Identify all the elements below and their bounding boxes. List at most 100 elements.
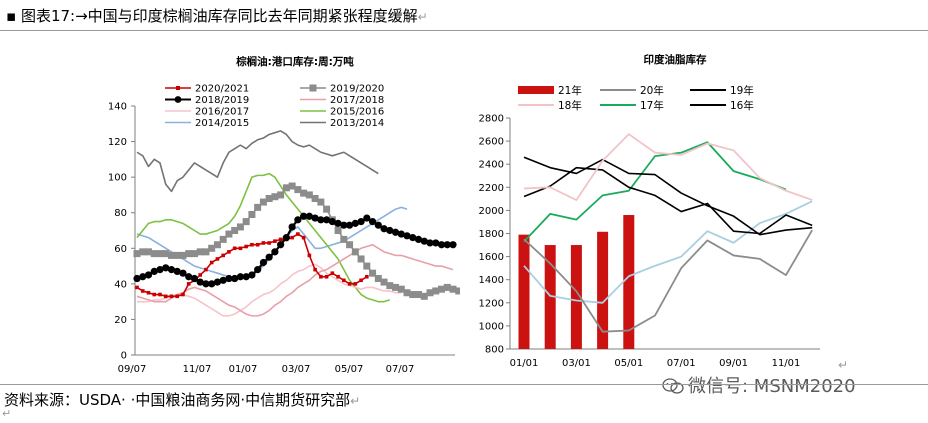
y-tick-label: 1000: [479, 321, 504, 332]
y-tick-label: 1800: [479, 229, 504, 240]
y-tick-label: 800: [485, 345, 504, 356]
legend-entry: 2019/2020: [300, 84, 384, 95]
data-point: [248, 271, 256, 279]
data-point: [357, 218, 365, 226]
paragraph-mark: ↵: [2, 407, 12, 420]
figure-title: ▪ 图表17:→中国与印度棕榈油库存同比去年同期紧张程度缓解↵: [6, 7, 428, 25]
data-point: [432, 287, 440, 295]
legend-label: 2015/2016: [330, 107, 384, 118]
data-point: [426, 289, 434, 297]
data-point: [179, 251, 187, 259]
data-point: [254, 203, 262, 211]
data-point: [242, 218, 250, 226]
data-point: [409, 234, 417, 242]
legend-entry: 19年: [690, 84, 754, 97]
y-tick-label: 100: [108, 173, 127, 184]
series-2019-2020: [133, 182, 460, 300]
data-point: [163, 294, 168, 299]
series-2020-2021: [135, 232, 369, 299]
legend-entry: 2015/2016: [300, 107, 384, 118]
legend-entry: 2017/2018: [300, 95, 384, 106]
x-tick-label: 05/07: [335, 364, 364, 375]
data-point: [198, 273, 202, 277]
legend-marker: [174, 96, 182, 103]
data-point: [380, 278, 388, 286]
y-tick-label: 140: [108, 102, 127, 113]
legend-entry: 17年: [600, 99, 664, 112]
y-tick-label: 2400: [479, 160, 504, 171]
data-point: [190, 250, 198, 258]
data-point: [273, 239, 277, 243]
series-line-20年: [523, 229, 813, 333]
legend-label: 21年: [558, 84, 582, 97]
data-point: [167, 266, 176, 274]
legend-label: 2014/2015: [195, 118, 249, 129]
y-tick-label: 40: [114, 279, 127, 290]
data-point: [231, 274, 239, 283]
bar-21: [518, 234, 530, 349]
data-point: [336, 274, 340, 279]
x-tick-label: 07/01: [667, 358, 696, 369]
data-point: [363, 214, 371, 222]
data-point: [213, 278, 222, 286]
data-point: [294, 216, 302, 224]
data-point: [261, 241, 266, 245]
data-point: [267, 241, 271, 245]
data-point: [213, 241, 221, 249]
data-point: [209, 260, 214, 265]
legend-label: 17年: [640, 99, 664, 112]
wechat-icon: [662, 378, 684, 394]
y-tick-label: 1400: [479, 275, 504, 286]
series-line-16年: [523, 156, 813, 236]
legend-label: 20年: [640, 84, 664, 97]
x-tick-label: 09/01: [719, 358, 748, 369]
y-tick-label: 0: [121, 351, 127, 362]
legend-label: 18年: [558, 99, 582, 112]
data-point: [323, 205, 331, 213]
data-point: [340, 221, 348, 229]
data-point: [334, 219, 342, 227]
data-point: [374, 221, 382, 229]
data-point: [317, 216, 325, 224]
data-point: [244, 244, 248, 249]
data-point: [255, 242, 260, 247]
data-point: [288, 223, 296, 231]
data-point: [420, 292, 428, 300]
data-point: [173, 251, 181, 259]
data-point: [282, 234, 290, 242]
x-tick-label: 09/07: [118, 364, 147, 375]
legend-swatch: [518, 86, 554, 94]
series-2015-2016: [136, 172, 391, 303]
data-point: [133, 250, 141, 258]
x-tick-label: 03/07: [282, 364, 311, 375]
data-point: [173, 267, 181, 276]
data-point: [386, 226, 394, 235]
y-tick-label: 1600: [479, 252, 504, 263]
data-point: [133, 274, 141, 283]
data-point: [140, 289, 145, 293]
x-tick-label: 11/07: [183, 364, 212, 375]
x-tick-label: 11/01: [772, 358, 801, 369]
data-point: [144, 271, 153, 279]
data-point: [156, 266, 164, 274]
data-point: [219, 235, 227, 243]
legend-entry: 2020/2021: [165, 84, 249, 95]
data-point: [311, 194, 319, 202]
data-point: [162, 264, 170, 272]
legend-entry: 16年: [690, 99, 754, 112]
data-point: [231, 227, 239, 234]
data-point: [438, 285, 446, 293]
data-point: [169, 294, 174, 299]
data-point: [409, 291, 417, 299]
data-point: [311, 214, 319, 222]
port-stock-chart: 棕榈油:港口库存:周:万吨 2020/2021 2019/2020 2018/2019…: [108, 55, 460, 375]
chart-title: 印度油脂库存: [644, 53, 707, 66]
data-point: [391, 228, 400, 236]
legend-entry: 2013/2014: [300, 118, 384, 129]
bar-21: [597, 231, 609, 349]
data-point: [225, 230, 233, 238]
bottom-rule: [0, 384, 928, 385]
data-point: [305, 191, 313, 199]
data-point: [156, 250, 164, 258]
series-2013-2014: [136, 130, 379, 193]
